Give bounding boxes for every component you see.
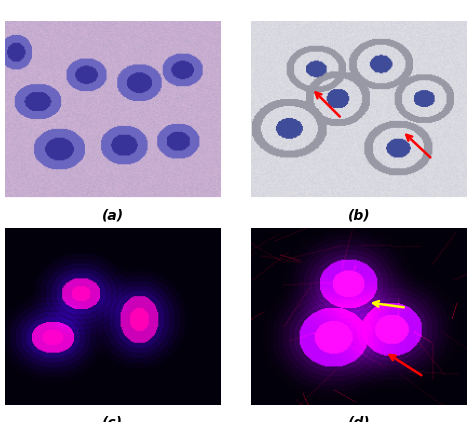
Text: (b): (b) xyxy=(348,209,370,223)
Text: (a): (a) xyxy=(101,209,124,223)
Text: (d): (d) xyxy=(348,416,370,422)
Text: (c): (c) xyxy=(102,416,123,422)
